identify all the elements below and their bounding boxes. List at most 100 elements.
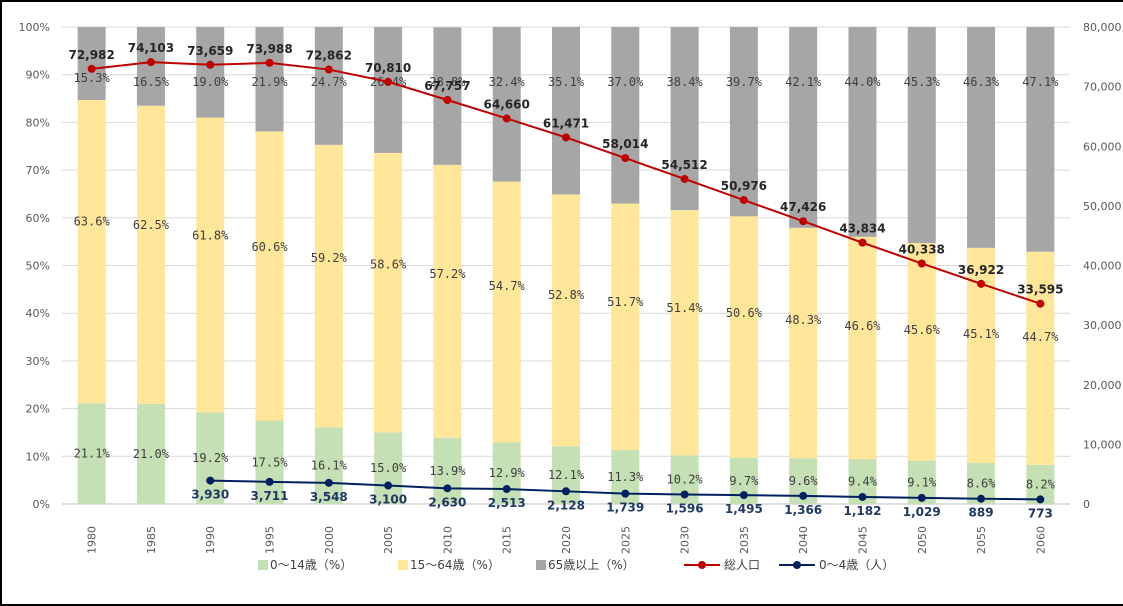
series-point	[799, 217, 808, 226]
bar-segment	[848, 27, 877, 237]
data-label-percent: 57.2%	[429, 267, 466, 281]
data-label-percent: 15.3%	[74, 71, 111, 85]
bar-segment	[1026, 251, 1055, 465]
data-label-percent: 50.6%	[726, 306, 763, 320]
data-label-total: 58,014	[602, 137, 648, 151]
data-label-young: 2,630	[428, 495, 466, 509]
data-label-young: 1,596	[666, 501, 704, 515]
data-label-total: 74,103	[128, 41, 174, 55]
bar-segment	[433, 437, 462, 504]
legend-marker	[698, 561, 706, 569]
bar-segment	[670, 210, 699, 456]
y-left-tick-label: 90%	[26, 69, 50, 82]
y-left-tick-label: 50%	[26, 260, 50, 273]
data-label-percent: 9.4%	[848, 475, 878, 489]
data-label-percent: 44.7%	[1022, 330, 1059, 344]
bar-segment	[552, 194, 580, 447]
bar-segment	[77, 99, 106, 404]
x-tick-label: 1995	[264, 526, 277, 554]
y-left-tick-label: 80%	[26, 116, 50, 129]
y-left-tick-label: 60%	[26, 212, 50, 225]
series-point	[146, 58, 155, 67]
bar-segment	[907, 243, 936, 461]
bar-segment	[136, 105, 165, 404]
legend-marker	[793, 561, 801, 569]
data-label-total: 72,862	[306, 49, 352, 63]
series-point	[87, 64, 96, 73]
series-point	[206, 476, 215, 485]
data-label-total: 73,659	[187, 44, 233, 58]
legend-label: 0～4歳（人）	[819, 558, 894, 572]
bar-segment	[255, 27, 284, 132]
series-point	[739, 491, 748, 500]
data-label-percent: 47.1%	[1022, 75, 1059, 89]
x-tick-label: 2000	[323, 526, 336, 554]
legend-swatch	[536, 560, 546, 570]
series-point	[265, 477, 274, 486]
y-left-tick-label: 100%	[19, 21, 50, 34]
x-tick-label: 2055	[975, 526, 988, 554]
series-point	[206, 60, 215, 69]
data-label-percent: 10.2%	[667, 473, 704, 487]
data-label-percent: 37.0%	[607, 75, 644, 89]
bar-segment	[196, 412, 225, 504]
data-label-percent: 21.1%	[74, 447, 111, 461]
bar-segment	[729, 27, 758, 217]
data-label-percent: 9.6%	[789, 474, 819, 488]
legend-label: 0～14歳（%）	[270, 558, 352, 572]
y-left-tick-label: 10%	[26, 450, 50, 463]
series-point	[621, 154, 630, 163]
bar-segment	[374, 27, 403, 153]
data-label-percent: 12.1%	[548, 468, 585, 482]
x-tick-label: 2060	[1034, 526, 1047, 554]
bar-segment	[374, 432, 403, 504]
data-label-percent: 11.3%	[607, 470, 644, 484]
data-label-total: 67,757	[424, 79, 470, 93]
series-point	[858, 238, 867, 247]
data-label-young: 773	[1028, 506, 1053, 520]
bar-segment	[196, 117, 225, 413]
bar-segment	[1026, 27, 1055, 252]
data-label-young: 2,128	[547, 498, 585, 512]
series-point	[502, 485, 511, 494]
data-label-total: 61,471	[543, 116, 589, 130]
data-label-percent: 60.6%	[251, 240, 288, 254]
y-right-tick-label: 0	[1083, 498, 1090, 511]
data-label-percent: 45.3%	[904, 75, 941, 89]
data-label-percent: 48.3%	[785, 313, 822, 327]
data-label-total: 64,660	[484, 97, 530, 111]
series-point	[799, 491, 808, 500]
bar-segment	[136, 403, 165, 504]
x-tick-label: 2040	[797, 526, 810, 554]
series-point	[562, 133, 570, 142]
data-label-young: 889	[969, 506, 994, 520]
bar-segment	[255, 420, 284, 504]
data-label-percent: 15.0%	[370, 461, 407, 475]
data-label-percent: 58.6%	[370, 258, 407, 272]
data-label-young: 3,930	[191, 488, 229, 502]
series-point	[1036, 299, 1045, 308]
data-label-percent: 21.0%	[133, 447, 170, 461]
legend-label: 65歳以上（%）	[548, 558, 635, 572]
data-label-percent: 8.2%	[1026, 477, 1056, 491]
data-label-percent: 13.9%	[429, 464, 466, 478]
data-label-percent: 42.1%	[785, 75, 822, 89]
x-tick-label: 2030	[679, 526, 692, 554]
bar-segment	[77, 403, 106, 504]
x-tick-label: 2050	[916, 526, 929, 554]
data-label-young: 3,711	[251, 489, 289, 503]
bar-segment	[789, 27, 818, 228]
series-point	[324, 65, 333, 74]
data-label-young: 1,739	[606, 501, 644, 515]
series-point	[324, 478, 333, 487]
bar-segment	[611, 27, 640, 204]
legend-label: 総人口	[724, 558, 760, 572]
y-right-tick-label: 20,000	[1083, 379, 1122, 392]
x-tick-label: 2035	[738, 526, 751, 554]
data-label-percent: 61.8%	[192, 229, 229, 243]
bar-segment	[848, 236, 877, 460]
y-left-tick-label: 20%	[26, 403, 50, 416]
data-label-young: 1,029	[903, 505, 941, 519]
bar-segment	[729, 216, 758, 458]
